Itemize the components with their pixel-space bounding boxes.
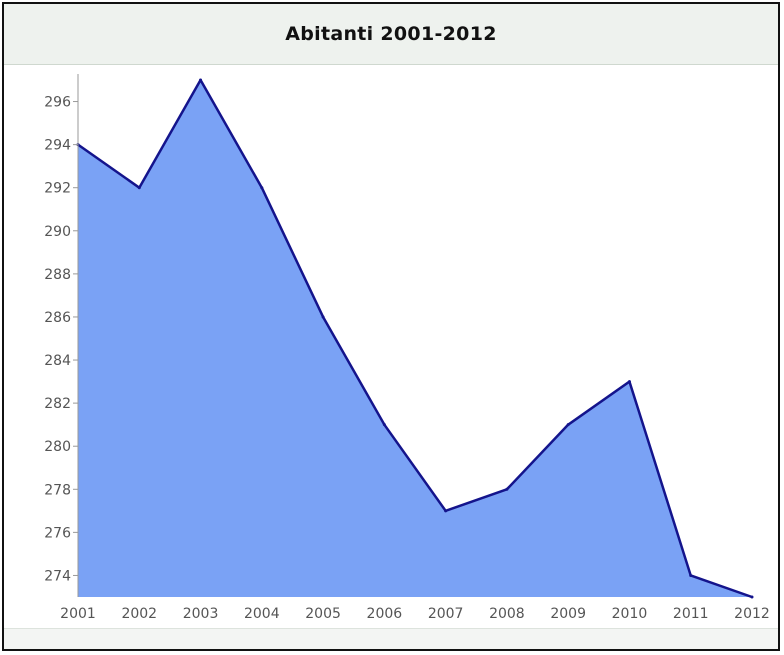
x-tick-label: 2004	[244, 606, 280, 622]
x-axis: 2001 2002 2003 2004 2005 2006 2007 2008 2009 2010…	[60, 606, 770, 622]
data-point	[750, 595, 754, 599]
data-point	[689, 573, 693, 577]
y-axis: 296 294 292 290 288 286 284 282 280 278 276 274	[44, 74, 79, 597]
x-tick-label: 2011	[673, 606, 709, 622]
chart-footer	[4, 628, 778, 649]
x-tick-label: 2007	[428, 606, 464, 622]
y-tick-label: 284	[44, 353, 71, 369]
chart-title-bar: Abitanti 2001-2012	[4, 4, 778, 65]
y-tick-label: 286	[44, 310, 71, 326]
series-line	[77, 78, 753, 599]
data-point	[260, 186, 264, 190]
y-tick-label: 294	[44, 138, 71, 154]
data-point	[444, 509, 448, 513]
x-tick-label: 2001	[60, 606, 96, 622]
x-tick-label: 2006	[367, 606, 403, 622]
x-tick-label: 2002	[121, 606, 157, 622]
y-tick-label: 288	[44, 267, 71, 283]
data-point	[199, 78, 203, 82]
area-fill	[78, 80, 752, 597]
y-tick-label: 282	[44, 396, 71, 412]
y-tick-label: 292	[44, 181, 71, 197]
x-tick-label: 2008	[489, 606, 525, 622]
data-point	[627, 380, 631, 384]
data-point	[321, 315, 325, 319]
x-tick-label: 2012	[734, 606, 770, 622]
y-tick-label: 278	[44, 482, 71, 498]
x-tick-label: 2003	[183, 606, 219, 622]
data-point	[505, 487, 509, 491]
y-tick-label: 280	[44, 439, 71, 455]
data-point	[382, 423, 386, 427]
y-tick-label: 290	[44, 224, 71, 240]
data-point	[566, 423, 570, 427]
data-point	[137, 186, 141, 190]
y-tick-label: 274	[44, 568, 71, 584]
y-tick-label: 276	[44, 525, 71, 541]
y-tick-label: 296	[44, 95, 71, 111]
plot-area	[76, 78, 754, 599]
x-tick-label: 2009	[550, 606, 586, 622]
chart-title: Abitanti 2001-2012	[285, 23, 497, 45]
x-tick-label: 2010	[612, 606, 648, 622]
x-tick-label: 2005	[305, 606, 341, 622]
